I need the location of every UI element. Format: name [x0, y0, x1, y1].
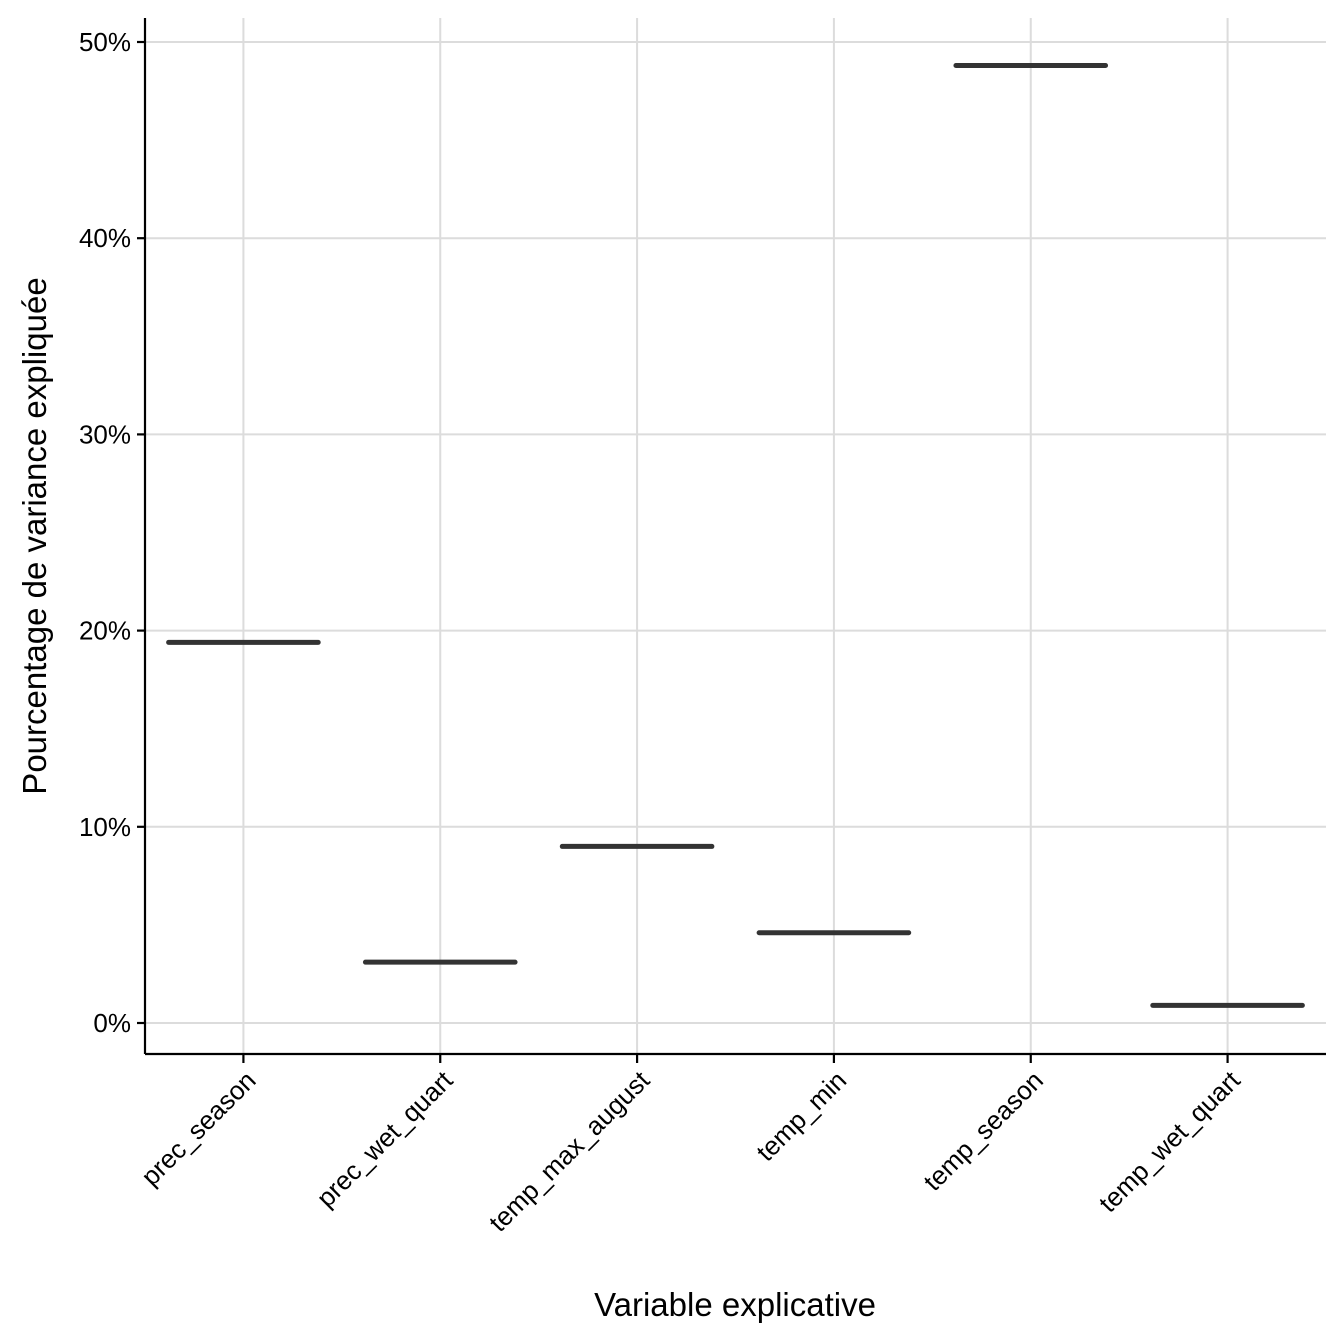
axes — [137, 18, 1326, 1063]
x-tick-label: temp_wet_quart — [1093, 1064, 1247, 1218]
y-tick-label: 30% — [79, 419, 131, 449]
grid — [145, 18, 1326, 1054]
tick-labels: 0% 10% 20% 30% 40% 50% prec_season prec_wet_qua… — [79, 27, 1246, 1237]
x-tick-label: temp_min — [750, 1065, 852, 1167]
x-tick-label: temp_season — [917, 1065, 1049, 1197]
data-marks — [166, 63, 1305, 1008]
y-tick-label: 10% — [79, 812, 131, 842]
y-tick-label: 40% — [79, 223, 131, 253]
y-axis-title: Pourcentage de variance expliquée — [16, 277, 53, 794]
x-tick-label: temp_max_august — [483, 1064, 656, 1237]
y-tick-label: 20% — [79, 616, 131, 646]
x-tick-label: prec_season — [135, 1065, 261, 1191]
x-axis-title: Variable explicative — [594, 1286, 876, 1323]
y-tick-label: 0% — [93, 1008, 131, 1038]
x-tick-label: prec_wet_quart — [311, 1064, 459, 1212]
y-tick-label: 50% — [79, 27, 131, 57]
